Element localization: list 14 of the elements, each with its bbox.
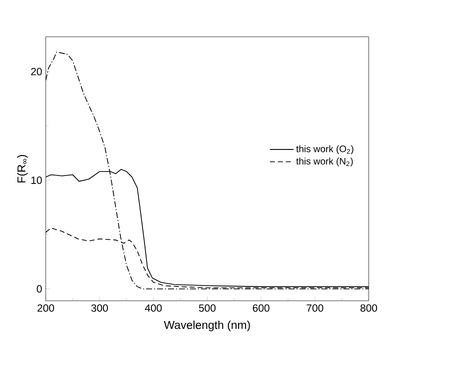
x-axis-title: Wavelength (nm) <box>164 320 250 332</box>
x-tick-label: 800 <box>360 304 378 312</box>
y-axis-title: F(R$_{∞}$) <box>17 154 28 182</box>
legend-label: this work (N$_{2}$) <box>296 158 353 166</box>
y-tick-label: 10 <box>31 176 42 184</box>
x-tick-label: 500 <box>198 304 216 312</box>
x-tick-label: 200 <box>38 304 54 312</box>
x-tick-label: 300 <box>91 304 108 312</box>
x-tick-label: 600 <box>252 304 270 312</box>
legend-label: this work (O$_{2}$) <box>296 145 354 154</box>
x-tick-label: 400 <box>144 304 162 312</box>
y-tick-label: 0 <box>36 285 42 293</box>
y-tick-label: 20 <box>31 68 42 76</box>
x-tick-label: 700 <box>306 304 324 312</box>
